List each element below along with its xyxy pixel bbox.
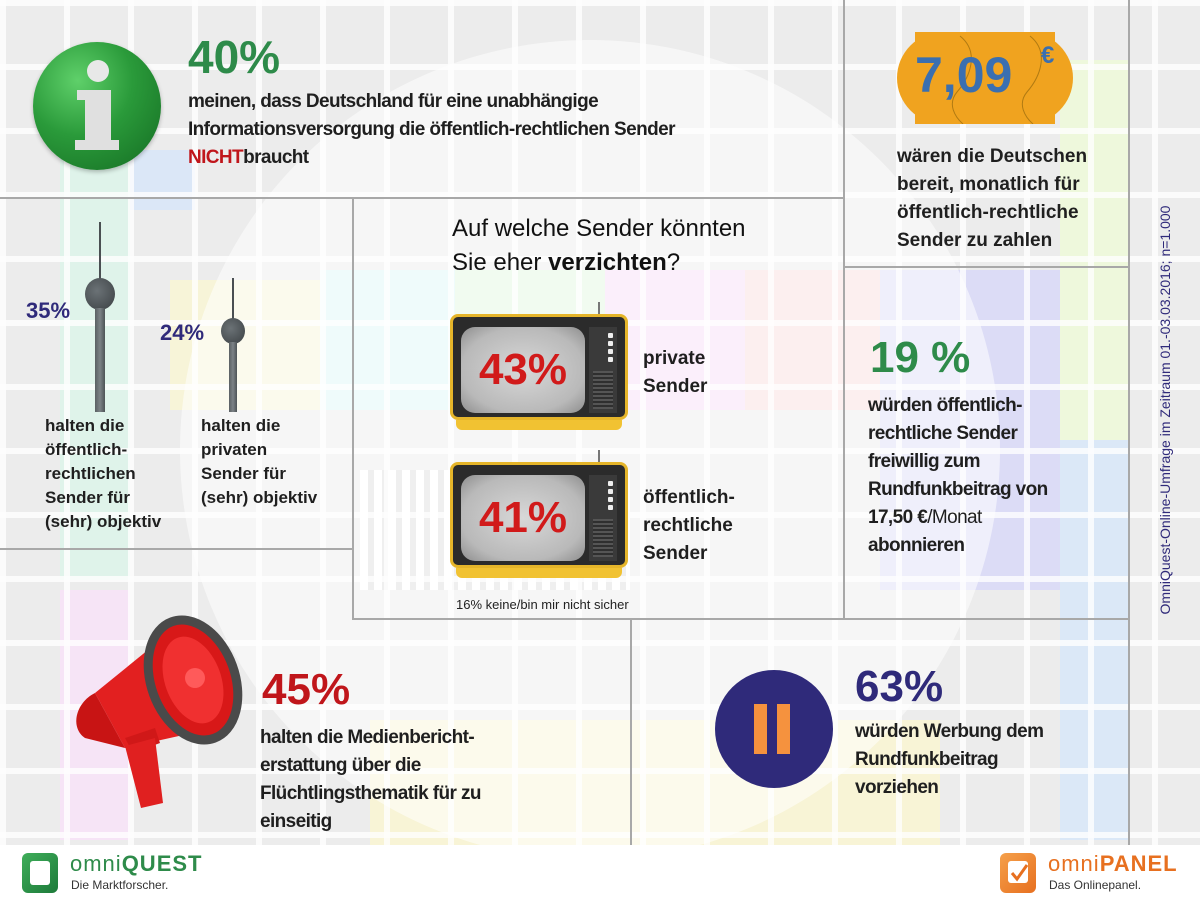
tower-right-line: privaten (201, 440, 268, 459)
tower-left-line: halten die (45, 416, 125, 435)
tv-private-label: private Sender (643, 345, 707, 401)
omniquest-brand-bold: QUEST (121, 851, 203, 876)
tower-left-line: öffentlich- (45, 440, 128, 459)
omniquest-brand-light: omni (70, 851, 122, 876)
ads-percent: 63% (855, 662, 944, 711)
price-tag-lines (951, 35, 1042, 124)
tv-tower-icon (82, 222, 118, 412)
tower-left-percent: 35% (26, 298, 71, 323)
subscribe-line: freiwillig zum (868, 451, 981, 472)
info-icon (33, 42, 161, 170)
footer: omniQUEST Die Marktforscher. omniPANEL D… (0, 845, 1200, 900)
tower-right-percent: 24% (160, 320, 205, 345)
omniquest-logo-text: omniQUEST (70, 851, 202, 877)
tower-left-line: (sehr) objektiv (45, 512, 162, 531)
tv-question: Auf welche Sender könnten Sie eher verzi… (452, 212, 746, 280)
megaphone-line: erstattung über die (260, 755, 421, 776)
megaphone-line: einseitig (260, 811, 332, 832)
tower-right-line: Sender für (201, 464, 287, 483)
subscribe-amount-suffix: /Monat (927, 507, 982, 528)
tower-right-line: halten die (201, 416, 281, 435)
tv-public-percent: 41% (478, 493, 568, 542)
tower-left-text: halten die öffentlich- rechtlichen Sende… (45, 414, 161, 534)
omniquest-tagline: Die Marktforscher. (71, 878, 169, 892)
tv-footnote: 16% keine/bin mir nicht sicher (456, 597, 629, 612)
price-line: wären die Deutschen (897, 146, 1088, 167)
omnipanel-brand-light: omni (1048, 851, 1100, 876)
tv-question-end: ? (666, 249, 681, 276)
subscribe-line: Rundfunkbeitrag von (868, 479, 1048, 500)
omnipanel-logo-icon (1000, 853, 1036, 893)
tower-right-line: (sehr) objektiv (201, 488, 318, 507)
omnipanel-logo-text: omniPANEL (1048, 851, 1178, 877)
tv-question-line: Sie eher verzichten? (452, 246, 746, 280)
info-line-rest: braucht (243, 147, 309, 168)
tower-left-line: Sender für (45, 488, 131, 507)
subscribe-percent: 19 % (870, 333, 971, 382)
info-percent: 40% (188, 31, 281, 83)
price-currency: € (1041, 42, 1055, 69)
megaphone-percent: 45% (262, 665, 351, 714)
price-line: bereit, monatlich für (897, 174, 1080, 195)
subscribe-amount: 17,50 € (868, 507, 928, 528)
megaphone-line: Flüchtlingsthematik für zu (260, 783, 481, 804)
tv-private-line: private (643, 348, 706, 369)
megaphone-text: halten die Medienbericht- erstattung übe… (260, 724, 620, 836)
megaphone-line: halten die Medienbericht- (260, 727, 475, 748)
tv-public-label: öffentlich- rechtliche Sender (643, 484, 735, 568)
omniquest-logo-icon (22, 853, 58, 893)
omnipanel-tagline: Das Onlinepanel. (1049, 878, 1142, 892)
subscribe-line: würden öffentlich- (868, 395, 1022, 416)
subscribe-line: abonnieren (868, 535, 965, 556)
ads-line: Rundfunkbeitrag (855, 749, 999, 770)
subscribe-text: würden öffentlich- rechtliche Sender fre… (868, 392, 1118, 560)
tv-public-line: Sender (643, 543, 708, 564)
price-tag: 7,09 € (885, 32, 1085, 124)
price-line: Sender zu zahlen (897, 230, 1053, 251)
price-text: wären die Deutschen bereit, monatlich fü… (897, 143, 1127, 255)
info-line: meinen, dass Deutschland für eine unabhä… (188, 91, 599, 112)
tv-tower-icon (218, 278, 248, 412)
subscribe-line: rechtliche Sender (868, 423, 1018, 444)
ads-text: würden Werbung dem Rundfunkbeitrag vorzi… (855, 718, 1115, 802)
price-line: öffentlich-rechtliche (897, 202, 1079, 223)
infographic-canvas: 40% meinen, dass Deutschland für eine un… (0, 0, 1200, 845)
pause-icon (715, 670, 833, 788)
ads-line: vorziehen (855, 777, 939, 798)
tv-icon: 41% (450, 450, 628, 578)
tv-private-percent: 43% (478, 345, 568, 394)
tower-left-line: rechtlichen (45, 464, 136, 483)
nicht-emphasis: NICHT (188, 147, 244, 168)
tv-public-line: rechtliche (643, 515, 733, 536)
tower-right-text: halten die privaten Sender für (sehr) ob… (201, 414, 317, 510)
omnipanel-brand-bold: PANEL (1099, 851, 1178, 876)
tv-question-start: Sie eher (452, 249, 549, 276)
tv-question-line: Auf welche Sender könnten (452, 215, 746, 242)
subscribe-line: 17,50 €/Monat (868, 504, 1118, 532)
info-line: NICHTbraucht (188, 144, 828, 172)
price-value: 7,09 (915, 47, 1013, 103)
tv-private-line: Sender (643, 376, 708, 397)
info-line: Informationsversorgung die öffentlich-re… (188, 119, 675, 140)
ads-line: würden Werbung dem (855, 721, 1044, 742)
survey-source-note: OmniQuest-Online-Umfrage im Zeitraum 01.… (1157, 205, 1173, 615)
tv-icon: 43% (450, 302, 628, 430)
megaphone-icon (76, 615, 243, 808)
info-text: meinen, dass Deutschland für eine unabhä… (188, 88, 828, 172)
tv-public-line: öffentlich- (643, 487, 735, 508)
tv-question-bold: verzichten (548, 249, 667, 276)
